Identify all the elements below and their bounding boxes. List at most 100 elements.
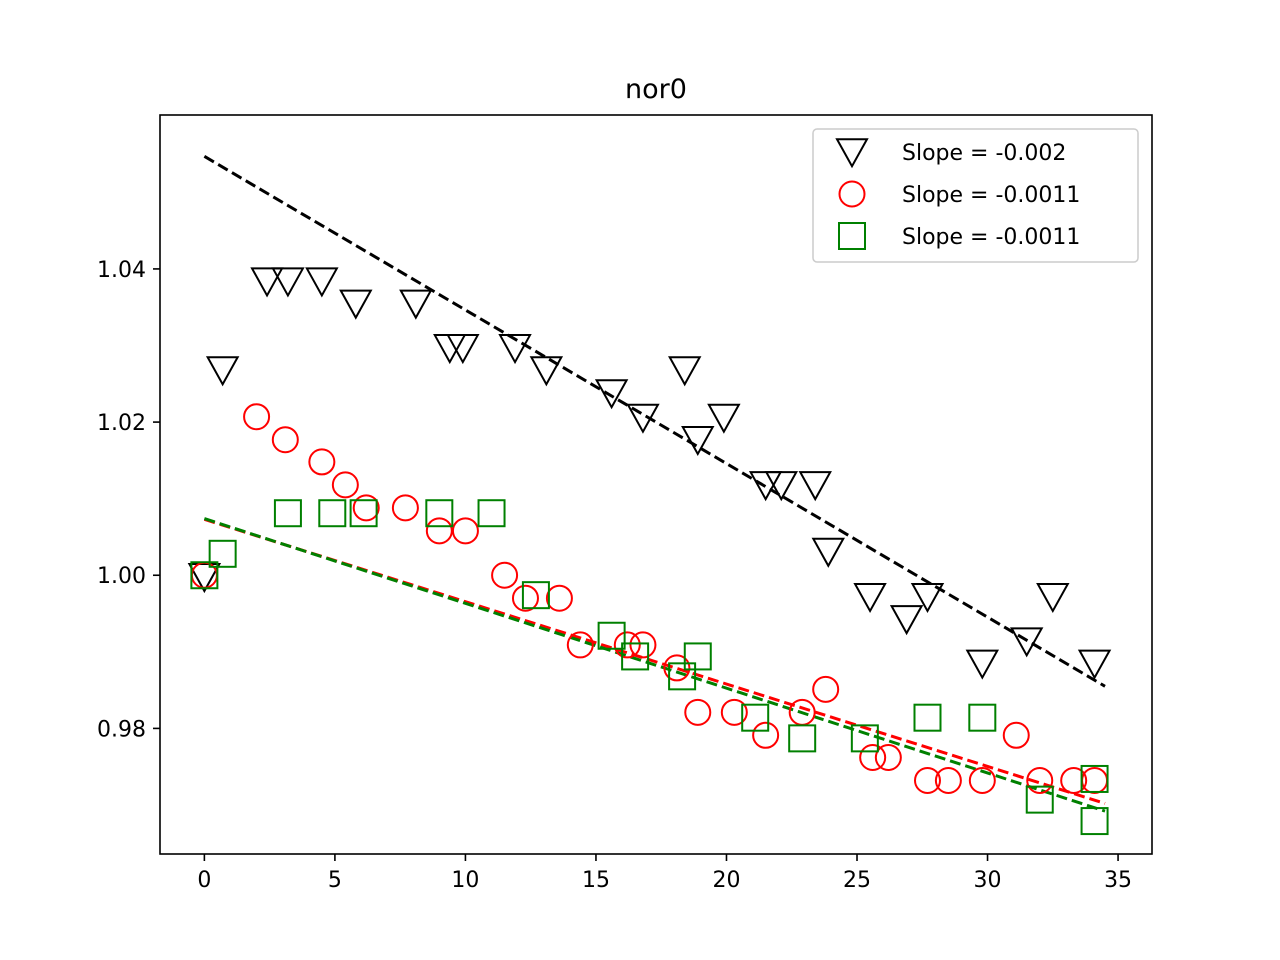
data-point-series-1 <box>684 698 712 726</box>
y-tick-label: 1.00 <box>97 564 146 589</box>
data-point-series-2 <box>190 561 219 590</box>
x-tick-label: 0 <box>197 868 211 893</box>
plot-frame <box>159 114 1153 855</box>
data-point-series-2 <box>850 724 879 753</box>
data-point-series-0 <box>1077 649 1112 680</box>
data-point-series-2 <box>668 662 697 691</box>
data-point-series-1 <box>968 766 996 794</box>
data-point-series-2 <box>741 703 770 732</box>
data-point-series-1 <box>331 471 359 499</box>
chart-title: nor0 <box>625 74 687 105</box>
data-point-series-0 <box>853 582 887 613</box>
data-point-series-1 <box>812 675 840 703</box>
data-point-series-2 <box>273 499 302 528</box>
data-point-series-2 <box>621 642 650 671</box>
data-point-series-2 <box>913 703 942 732</box>
data-point-series-0 <box>594 379 629 410</box>
data-point-series-1 <box>613 631 641 659</box>
data-point-series-0 <box>446 334 480 365</box>
data-point-series-1 <box>1026 766 1054 794</box>
data-point-series-1 <box>752 721 780 749</box>
legend-label-series-1: Slope = -0.0011 <box>902 183 1080 208</box>
data-point-series-2 <box>597 621 626 650</box>
x-tick-label: 20 <box>712 868 740 893</box>
data-point-series-0 <box>399 289 433 320</box>
data-point-series-1 <box>1060 766 1088 794</box>
data-point-series-1 <box>308 448 336 476</box>
data-point-series-1 <box>934 766 962 794</box>
data-point-series-0 <box>187 563 222 594</box>
data-point-series-1 <box>491 561 519 589</box>
data-point-series-0 <box>498 334 532 365</box>
data-point-series-1 <box>663 654 691 682</box>
data-point-series-2 <box>683 642 712 671</box>
data-point-series-0 <box>764 471 799 502</box>
data-point-series-1 <box>391 494 419 522</box>
data-point-series-1 <box>1002 721 1030 749</box>
data-point-series-1 <box>720 698 748 726</box>
data-point-series-0 <box>1009 627 1044 658</box>
data-point-series-0 <box>798 471 832 502</box>
data-point-series-1 <box>352 494 380 522</box>
data-point-series-2 <box>477 499 506 528</box>
data-point-series-0 <box>707 403 741 434</box>
data-point-series-0 <box>965 649 1000 680</box>
data-point-series-1 <box>545 584 573 612</box>
y-tick-label: 0.98 <box>97 717 146 742</box>
data-point-series-0 <box>626 403 660 434</box>
data-point-series-0 <box>250 267 284 298</box>
data-point-series-1 <box>271 426 299 454</box>
data-point-series-0 <box>889 605 924 636</box>
x-tick-label: 15 <box>582 868 610 893</box>
data-point-series-2 <box>349 499 378 528</box>
data-point-series-0 <box>305 267 339 298</box>
legend-label-series-2: Slope = -0.0011 <box>902 225 1080 250</box>
data-point-series-0 <box>339 289 373 320</box>
y-axis: 0.98 1.00 1.02 1.04 <box>97 258 160 742</box>
fit-line-series-1 <box>203 517 1106 805</box>
data-point-series-0 <box>1036 582 1070 613</box>
x-tick-label: 30 <box>974 868 1002 893</box>
x-tick-label: 10 <box>451 868 479 893</box>
data-point-series-1 <box>629 631 657 659</box>
y-tick-label: 1.02 <box>97 411 146 436</box>
data-point-series-0 <box>271 267 305 298</box>
x-tick-label: 5 <box>328 868 342 893</box>
legend-marker-series-0 <box>835 138 869 169</box>
data-markers <box>187 267 1112 836</box>
data-point-series-0 <box>205 356 240 387</box>
data-point-series-2 <box>521 581 550 610</box>
legend: Slope = -0.002 Slope = -0.0011 Slope = -0.… <box>812 128 1139 263</box>
legend-label-series-0: Slope = -0.002 <box>902 141 1066 166</box>
legend-box <box>812 128 1139 263</box>
data-point-series-2 <box>1025 785 1054 814</box>
data-point-series-0 <box>529 356 564 387</box>
data-point-series-1 <box>874 744 902 772</box>
legend-marker-series-2 <box>838 222 866 250</box>
data-point-series-2 <box>788 724 817 753</box>
data-point-series-2 <box>208 539 237 568</box>
data-point-series-2 <box>1080 807 1109 836</box>
data-point-series-1 <box>243 403 271 431</box>
data-point-series-0 <box>910 582 945 613</box>
y-tick-label: 1.04 <box>97 258 146 283</box>
data-point-series-0 <box>811 537 845 568</box>
legend-marker-series-1 <box>838 180 866 208</box>
data-point-series-1 <box>913 766 941 794</box>
data-point-series-0 <box>668 356 702 387</box>
x-tick-label: 35 <box>1104 868 1132 893</box>
fit-lines <box>203 155 1106 813</box>
fit-line-series-0 <box>203 155 1106 688</box>
data-point-series-1 <box>859 744 887 772</box>
fit-line-series-2 <box>203 517 1106 813</box>
data-point-series-0 <box>681 425 715 457</box>
data-point-series-2 <box>425 499 454 528</box>
data-point-series-2 <box>1080 764 1109 793</box>
data-point-series-1 <box>566 631 594 659</box>
data-point-series-2 <box>318 499 347 528</box>
x-tick-label: 25 <box>843 868 871 893</box>
x-axis: 0 5 10 15 20 25 30 35 <box>197 854 1132 893</box>
data-point-series-1 <box>511 584 539 612</box>
data-point-series-1 <box>451 517 479 545</box>
